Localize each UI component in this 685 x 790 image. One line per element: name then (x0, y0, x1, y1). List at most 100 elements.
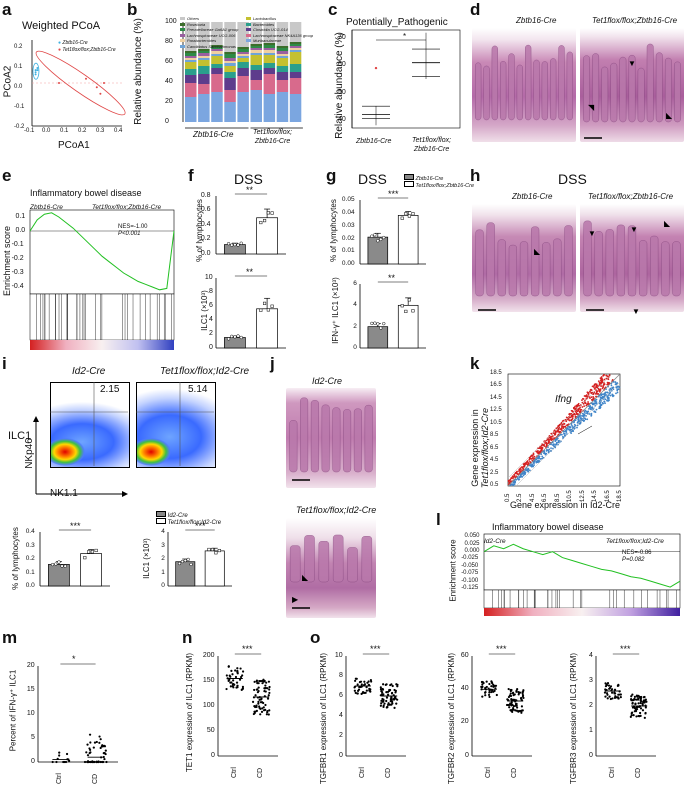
dot-point (98, 735, 101, 738)
k-gene-point (569, 428, 572, 431)
k-gene-point (585, 404, 588, 407)
bar-dot (214, 551, 218, 555)
b-bar-segment (263, 45, 276, 48)
villus (592, 53, 600, 123)
bar-ytick: 0.8 (200, 191, 211, 199)
stacked-group2-label: Tet1flox/flox; Zbtb16-Cre (253, 129, 293, 145)
villus (531, 226, 540, 297)
k-xtick: 8.5 (554, 493, 561, 502)
dot-point (386, 693, 390, 696)
panel-label-a: a (2, 0, 12, 19)
bar-dot (50, 562, 55, 567)
bar-dot (400, 304, 404, 308)
k-xtick: 12.5 (579, 490, 586, 502)
k-gene-point (543, 440, 546, 443)
b-legend-swatch (246, 22, 251, 26)
dot-point (268, 691, 271, 695)
dot-point (83, 760, 87, 764)
b-bar-segment (224, 52, 236, 54)
b-bar-segment (263, 68, 276, 74)
dot-point (518, 691, 522, 694)
k-gene-point (586, 418, 589, 421)
b-legend-swatch (180, 28, 185, 32)
b-bar-segment (250, 70, 262, 80)
dot-point (380, 693, 384, 696)
dot-ytick: 0 (30, 757, 35, 765)
k-gene-point (522, 474, 525, 477)
villus (508, 53, 515, 121)
dot-point (261, 707, 264, 710)
dot-point (490, 685, 493, 688)
dot-point (387, 702, 390, 705)
k-gene-point (564, 434, 566, 437)
k-gene-point (574, 405, 576, 408)
b-ytick: 60 (165, 58, 173, 65)
k-gene-point (606, 383, 609, 386)
dot-point (396, 698, 399, 701)
k-gene-point (585, 412, 587, 415)
panel-g-bars: DSS Zbtb16-Cre Tet1flox/flox;Zbtb16-Cre … (324, 166, 474, 356)
j-label-1: Id2-Cre (312, 376, 343, 386)
k-xtick: 18.5 (617, 490, 623, 502)
villus (300, 397, 309, 473)
pcoa-ytick: -0.2 (14, 124, 25, 130)
panel-label-h: h (470, 166, 481, 185)
k-xtick: 10.5 (567, 490, 574, 502)
bar-ytick: 2 (161, 555, 165, 563)
dot-point (55, 760, 58, 764)
dot-ytick: 15 (26, 685, 35, 693)
dot-point (480, 686, 484, 689)
villus (491, 45, 498, 121)
k-ytick: 8.5 (490, 432, 499, 439)
b-bar-segment (237, 49, 249, 52)
dot-point (363, 683, 367, 686)
d-label-2: Tet1flox/flox;Zbtb16-Cre (592, 16, 678, 25)
villus (486, 222, 495, 297)
dot-point (391, 702, 394, 705)
dot-point (520, 705, 524, 708)
panel-b-stacked-bars: Relative abundance (%) 100 80 60 40 20 0 Othe… (125, 0, 325, 160)
dot-point (229, 681, 232, 684)
k-gene-point (585, 410, 588, 413)
k-expression-scatter (507, 373, 621, 487)
villus (475, 62, 482, 121)
bar-ytick: 6 (208, 301, 213, 309)
b-legend-swatch (180, 39, 185, 43)
k-gene-point (516, 477, 519, 480)
k-gene-point (556, 429, 559, 432)
k-gene-point (589, 405, 591, 408)
bar-dot (230, 334, 234, 339)
dot-point (258, 705, 261, 708)
m-dotplot (37, 663, 118, 764)
j-label-2: Tet1flox/flox;Id2-Cre (296, 505, 377, 515)
k-gene-point (589, 389, 592, 391)
k-gene-point (600, 380, 603, 383)
k-gene-point (616, 388, 619, 391)
k-gene-point (598, 381, 601, 384)
dot-ytick: 4 (588, 651, 593, 659)
dot-point (488, 682, 491, 686)
dot-point (488, 691, 491, 694)
k-gene-point (601, 387, 604, 390)
dot-point (390, 683, 393, 686)
dot-point (89, 751, 92, 754)
k-gene-point (532, 456, 534, 459)
dot-point (619, 693, 622, 696)
dot-point (635, 715, 638, 718)
dot-point (355, 677, 358, 680)
b-ytick: 80 (165, 38, 173, 45)
dot-point (267, 680, 271, 683)
panel-j-histology: Id2-Cre Tet1flox/flox;Id2-Cre ◣ ▶ (276, 354, 376, 624)
dot-point (256, 691, 259, 694)
k-gene-point (515, 471, 518, 473)
k-gene-point (587, 393, 590, 396)
dot-point (386, 703, 390, 707)
i-title-2: Tet1flox/flox;Id2-Cre (160, 366, 250, 377)
panel-i-flow: Id2-Cre Tet1flox/flox;Id2-Cre ILC1 NKp46… (0, 354, 270, 614)
pcoa-title: Weighted PCoA (22, 20, 101, 32)
b-ytick: 40 (165, 78, 173, 85)
e-pval: P<0.001 (118, 231, 141, 237)
i-pop-label: ILC1 (8, 430, 32, 442)
panel-l-gsea: Inflammatory bowel disease Id2-Cre Tet1f… (436, 510, 685, 620)
bar (48, 564, 70, 587)
